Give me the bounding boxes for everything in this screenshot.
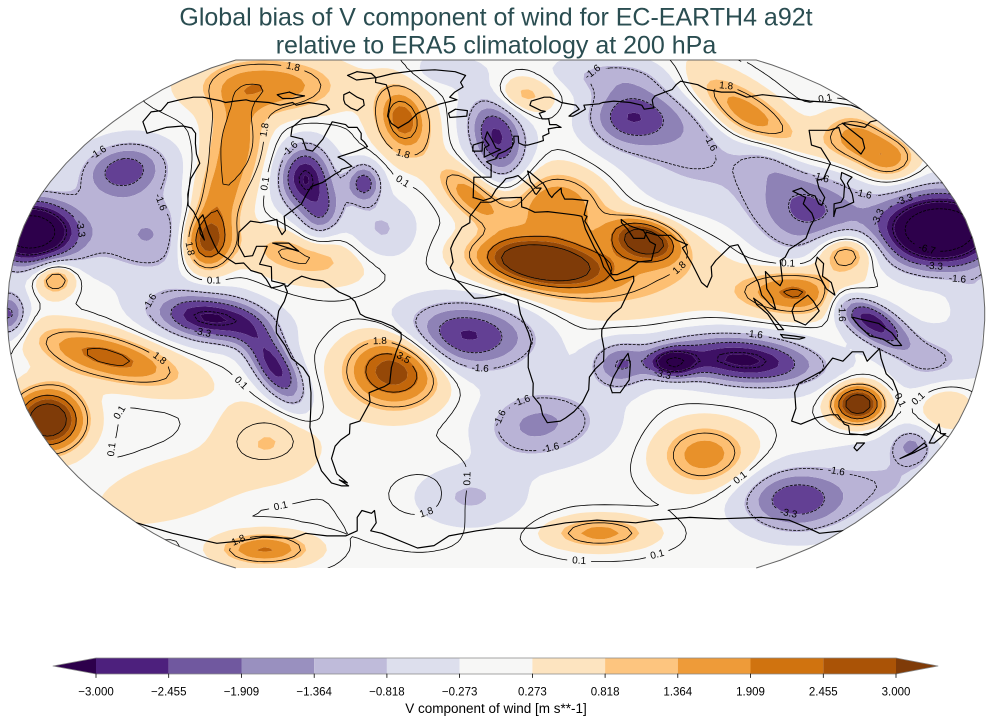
svg-text:0.1: 0.1 [106, 442, 119, 458]
svg-text:0.1: 0.1 [649, 548, 666, 562]
svg-text:1.364: 1.364 [663, 687, 692, 699]
svg-text:-1.6: -1.6 [541, 441, 561, 456]
svg-text:-3.3: -3.3 [193, 326, 213, 340]
svg-text:0.818: 0.818 [591, 687, 620, 699]
svg-text:−3.000: −3.000 [78, 687, 114, 699]
svg-text:1.8: 1.8 [395, 147, 412, 162]
svg-text:V component of wind [m s**-1]: V component of wind [m s**-1] [405, 701, 587, 716]
svg-text:-3.3: -3.3 [653, 367, 673, 382]
svg-text:0.1: 0.1 [207, 275, 222, 286]
svg-text:−1.364: −1.364 [296, 687, 332, 699]
svg-text:1.8: 1.8 [373, 336, 388, 347]
svg-text:-3.3: -3.3 [73, 219, 87, 238]
svg-text:1.8: 1.8 [230, 533, 248, 549]
svg-text:1.8: 1.8 [285, 61, 301, 75]
svg-text:-1.6: -1.6 [948, 273, 967, 285]
svg-text:0.1: 0.1 [462, 471, 473, 486]
svg-text:-1.6: -1.6 [827, 465, 846, 479]
svg-text:-3.3: -3.3 [925, 261, 943, 273]
svg-text:−0.818: −0.818 [369, 687, 405, 699]
svg-text:Global bias of V component of: Global bias of V component of wind for E… [179, 4, 812, 32]
svg-text:1.909: 1.909 [736, 687, 765, 699]
svg-text:-1.6: -1.6 [745, 328, 764, 341]
svg-text:−1.909: −1.909 [224, 687, 260, 699]
svg-text:-1.6: -1.6 [811, 170, 831, 186]
svg-text:relative to ERA5 climatology a: relative to ERA5 climatology at 200 hPa [276, 32, 717, 60]
svg-text:1.8: 1.8 [258, 122, 271, 138]
svg-text:1.8: 1.8 [418, 505, 435, 520]
svg-text:0.1: 0.1 [572, 555, 587, 567]
svg-text:-3.3: -3.3 [779, 507, 799, 521]
svg-text:−0.273: −0.273 [442, 687, 478, 699]
svg-text:1.8: 1.8 [719, 80, 734, 92]
svg-text:0.1: 0.1 [781, 258, 796, 269]
svg-text:-1.6: -1.6 [836, 304, 847, 322]
svg-text:3.000: 3.000 [882, 687, 911, 699]
svg-text:0.1: 0.1 [273, 499, 289, 513]
svg-text:0.1: 0.1 [728, 48, 746, 65]
svg-text:1.8: 1.8 [183, 241, 197, 257]
svg-text:−2.455: −2.455 [151, 687, 187, 699]
svg-text:-6.7: -6.7 [917, 242, 937, 257]
svg-text:2.455: 2.455 [809, 687, 838, 699]
svg-text:0.1: 0.1 [818, 92, 834, 105]
svg-text:0.1: 0.1 [259, 176, 272, 192]
svg-text:-1.6: -1.6 [471, 363, 489, 375]
svg-text:0.273: 0.273 [518, 687, 547, 699]
svg-text:-1.6: -1.6 [853, 187, 873, 202]
